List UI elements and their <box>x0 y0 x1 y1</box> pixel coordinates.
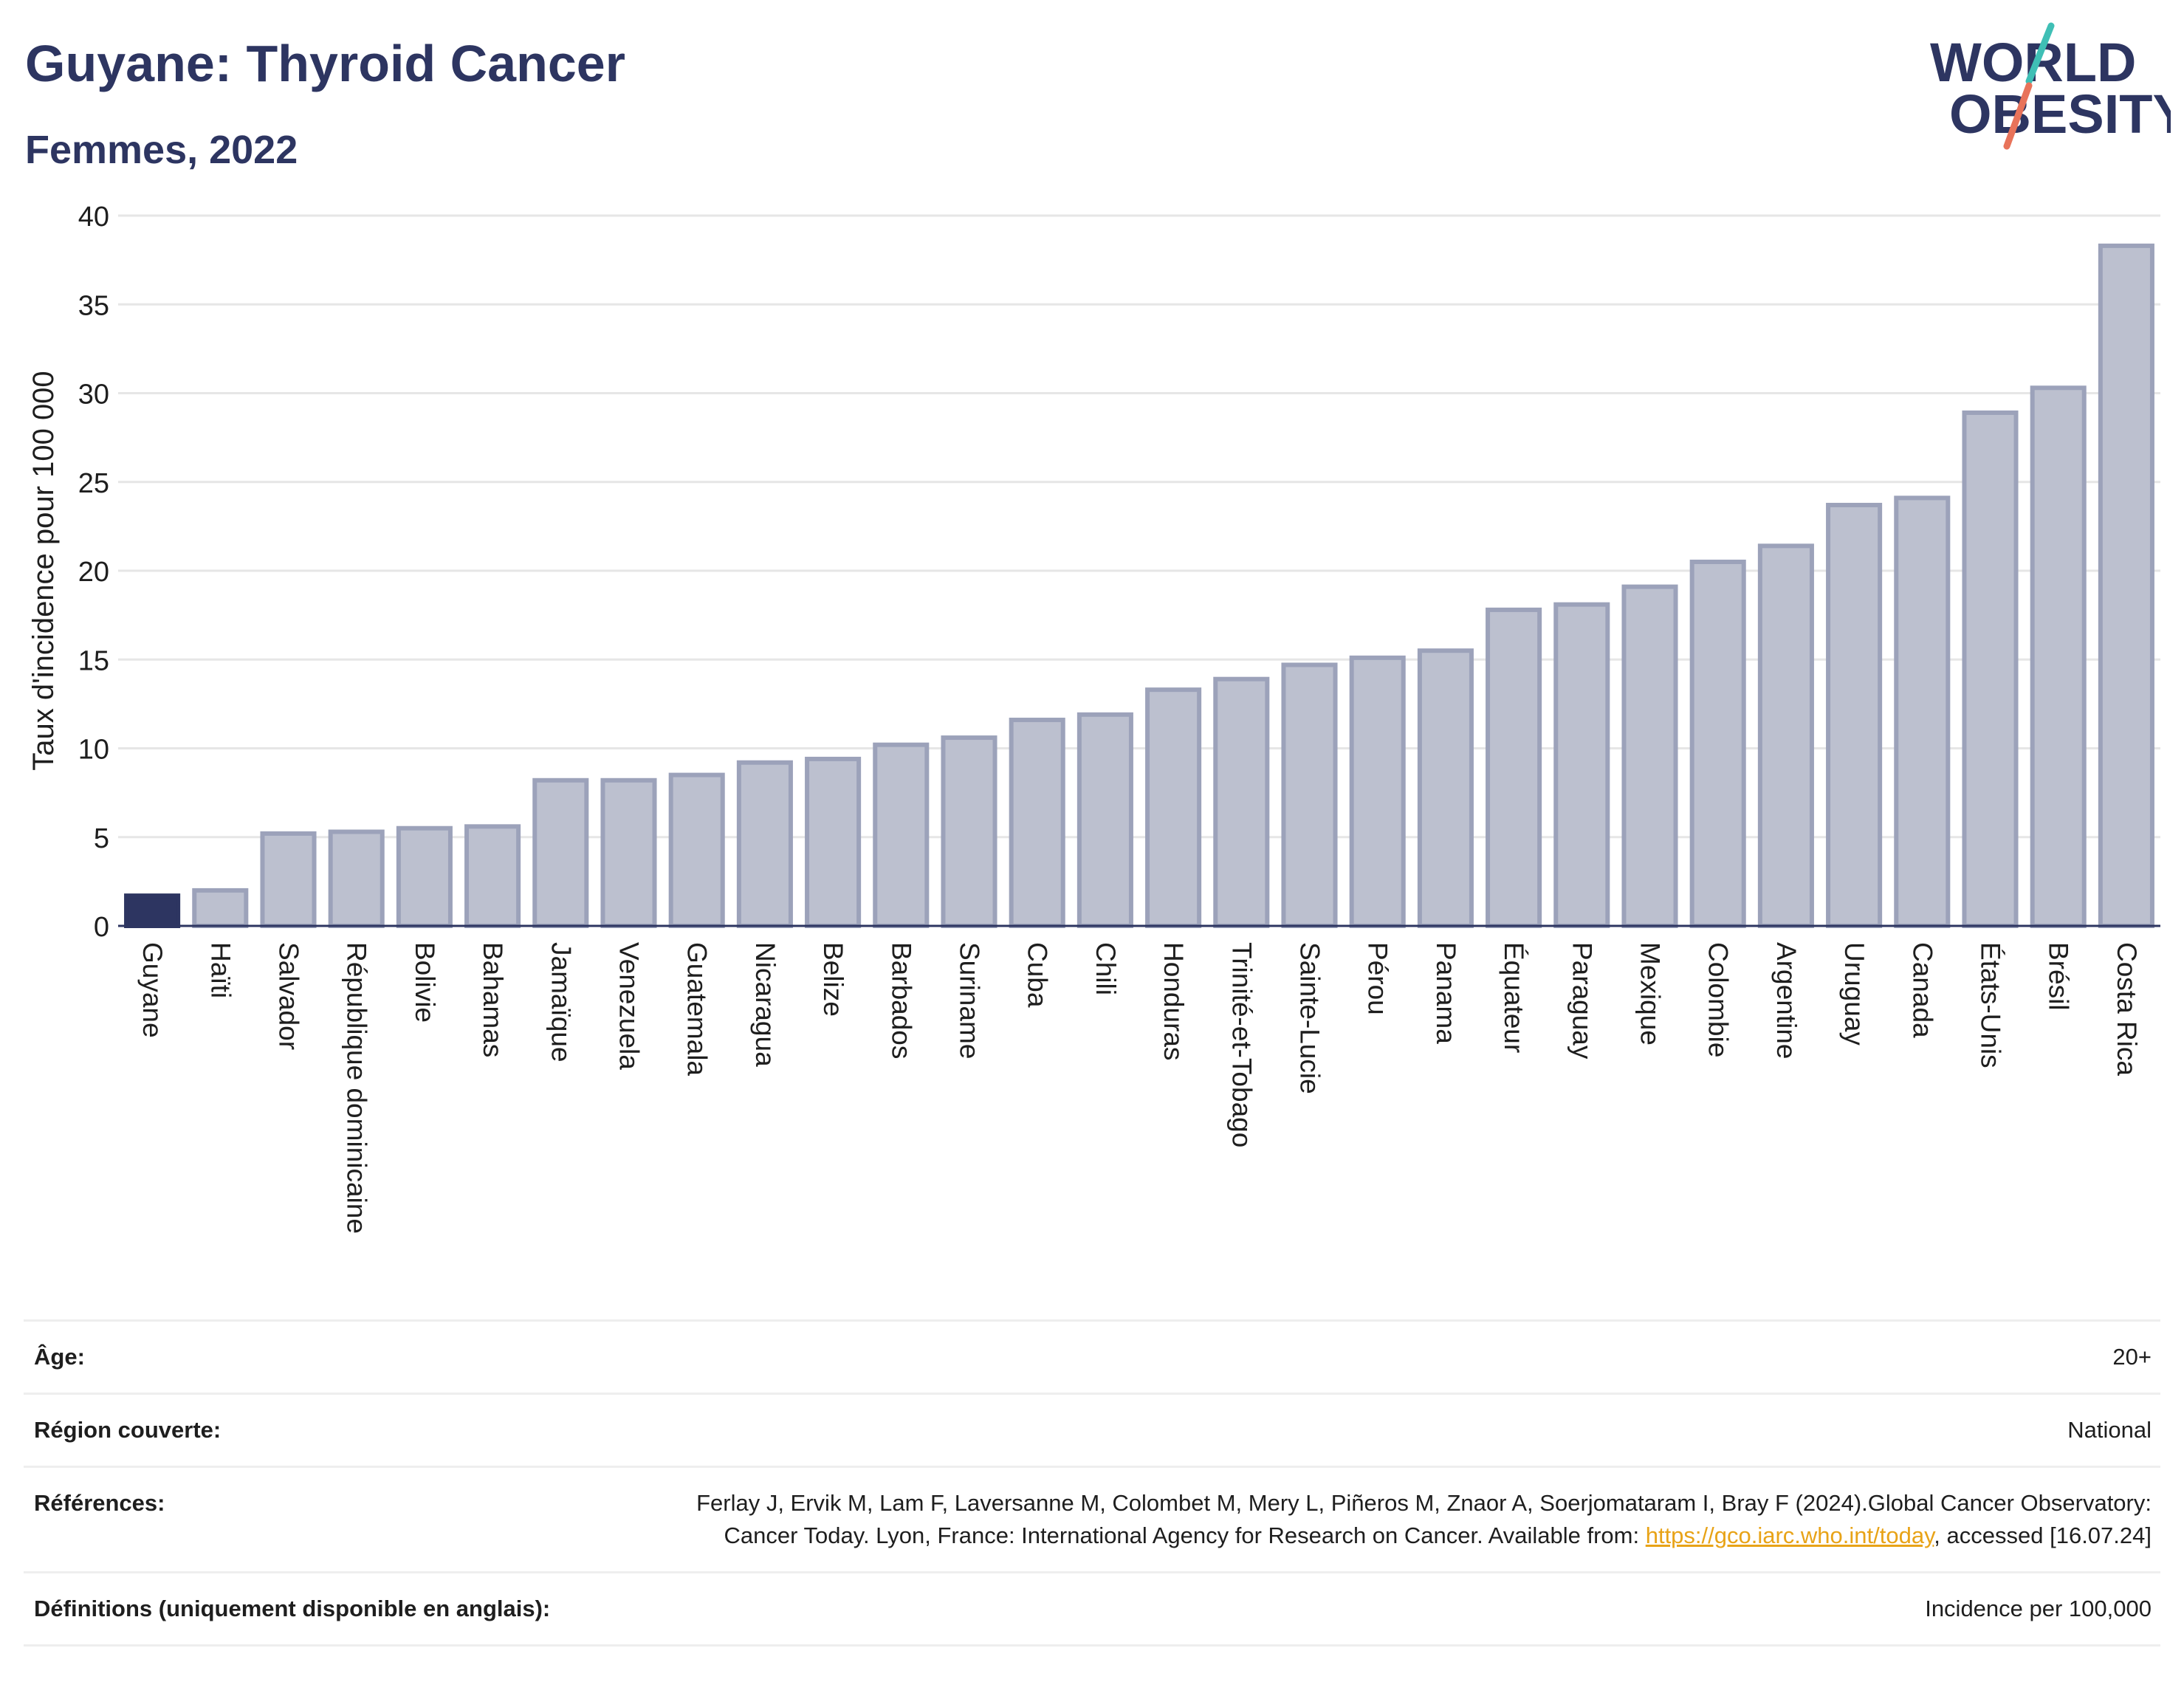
definitions-value: Incidence per 100,000 <box>1925 1596 2152 1621</box>
y-tick-label: 35 <box>78 290 109 321</box>
references-label: Références: <box>34 1490 165 1516</box>
x-tick-label: Costa Rica <box>2112 942 2142 1076</box>
bar <box>1349 655 1406 928</box>
x-tick-label: États-Unis <box>1976 942 2006 1068</box>
x-axis-labels: Guyane Haïti Salvador République dominicain… <box>137 942 2142 1234</box>
info-table: Âge: 20+ Région couverte: National Référ… <box>24 1319 2160 1647</box>
x-tick-label: Sainte-Lucie <box>1295 942 1325 1094</box>
x-tick-label: Nicaragua <box>750 942 780 1067</box>
bar <box>464 824 521 928</box>
bar <box>1213 676 1270 929</box>
y-tick-label: 30 <box>78 380 109 411</box>
bar <box>1689 559 1746 928</box>
bar <box>192 888 249 929</box>
bar <box>1553 602 1610 928</box>
info-row-age: Âge: 20+ <box>24 1322 2160 1395</box>
bar <box>1757 543 1814 928</box>
bar <box>396 825 453 928</box>
x-tick-label: Équateur <box>1499 942 1529 1053</box>
bar <box>328 829 385 929</box>
info-row-definitions: Définitions (uniquement disponible en an… <box>24 1573 2160 1647</box>
bar <box>1486 607 1542 928</box>
info-row-region: Région couverte: National <box>24 1395 2160 1468</box>
references-link[interactable]: https://gco.iarc.who.int/today <box>1645 1522 1934 1548</box>
x-tick-label: Salvador <box>274 942 304 1050</box>
logo-slash-coral <box>2003 82 2033 150</box>
y-tick-label: 40 <box>78 202 109 233</box>
bar <box>124 893 181 928</box>
x-tick-label: Argentine <box>1771 942 1802 1059</box>
bar <box>873 742 930 928</box>
age-value: 20+ <box>2112 1344 2152 1370</box>
bar <box>2030 385 2087 928</box>
x-tick-label: Cuba <box>1023 942 1053 1008</box>
chart-title: Guyane: Thyroid Cancer <box>25 35 625 92</box>
x-tick-label: Chili <box>1091 942 1121 995</box>
bars <box>124 243 2154 929</box>
bar <box>2098 243 2154 928</box>
x-tick-label: Bolivie <box>410 942 440 1023</box>
info-row-references: Références: Ferlay J, Ervik M, Lam F, La… <box>24 1468 2160 1573</box>
y-tick-label: 10 <box>78 735 109 766</box>
references-accessed: , accessed [16.07.24] <box>1934 1522 2152 1548</box>
bar <box>532 777 589 929</box>
y-tick-label: 25 <box>78 468 109 499</box>
y-axis-ticks: 0 5 10 15 20 25 30 35 40 <box>78 202 109 943</box>
x-tick-label: Suriname <box>955 942 985 1059</box>
bar <box>805 756 862 929</box>
bar <box>1962 410 2019 928</box>
bar-chart: 0 5 10 15 20 25 30 35 40 Guyane Haïti Salvador Répu… <box>27 202 2160 1234</box>
x-tick-label: Venezuela <box>614 942 645 1070</box>
bar <box>1621 584 1678 929</box>
y-tick-label: 15 <box>78 645 109 676</box>
logo-slash-teal <box>2025 22 2055 85</box>
x-tick-label: Panama <box>1431 942 1461 1044</box>
x-tick-label: Belize <box>818 942 848 1017</box>
x-tick-label: Colombie <box>1703 942 1734 1057</box>
chart-subtitle: Femmes, 2022 <box>25 128 298 172</box>
region-label: Région couverte: <box>34 1417 222 1443</box>
x-tick-label: Barbados <box>886 942 916 1059</box>
logo-text-obesity: OBESITY <box>1949 83 2171 145</box>
references-value: Ferlay J, Ervik M, Lam F, Laversanne M, … <box>638 1487 2152 1552</box>
x-tick-label: République dominicaine <box>342 942 372 1234</box>
y-tick-label: 20 <box>78 557 109 588</box>
y-axis-title: Taux d'incidence pour 100 000 <box>27 371 60 770</box>
age-label: Âge: <box>34 1344 85 1370</box>
bar <box>668 772 725 928</box>
x-tick-label: Haïti <box>205 942 236 998</box>
region-value: National <box>2067 1417 2152 1443</box>
x-tick-label: Jamaïque <box>546 942 576 1062</box>
bar <box>260 831 317 928</box>
bar <box>1826 503 1883 928</box>
bar <box>1009 718 1065 929</box>
x-tick-label: Guatemala <box>682 942 712 1076</box>
y-tick-label: 0 <box>94 912 109 943</box>
bar <box>941 735 997 928</box>
x-tick-label: Paraguay <box>1567 942 1597 1060</box>
bar <box>1076 712 1133 928</box>
definitions-label: Définitions (uniquement disponible en an… <box>34 1596 551 1621</box>
bar <box>1417 648 1474 928</box>
x-tick-label: Uruguay <box>1839 942 1869 1046</box>
x-tick-label: Honduras <box>1158 942 1189 1060</box>
x-tick-label: Bahamas <box>478 942 508 1057</box>
bar <box>1145 687 1202 928</box>
x-tick-label: Trinité-et-Tobago <box>1226 942 1257 1147</box>
world-obesity-logo: WORLD OBESITY <box>1930 22 2171 150</box>
x-tick-label: Brésil <box>2044 942 2074 1011</box>
x-tick-label: Pérou <box>1363 942 1393 1015</box>
bar <box>600 777 657 929</box>
references-text: Ferlay J, Ervik M, Lam F, Laversanne M, … <box>696 1490 2152 1548</box>
x-tick-label: Mexique <box>1635 942 1666 1046</box>
y-tick-label: 5 <box>94 823 109 854</box>
bar <box>736 760 793 928</box>
x-tick-label: Guyane <box>137 942 168 1038</box>
x-tick-label: Canada <box>1907 942 1937 1038</box>
bar <box>1281 662 1338 929</box>
bar <box>1894 495 1951 928</box>
